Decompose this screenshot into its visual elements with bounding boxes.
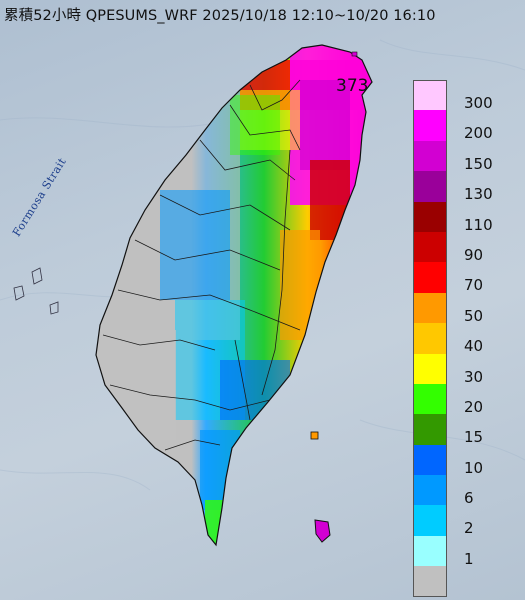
legend-row-110: 110 [413,201,503,234]
legend-swatch [413,323,447,354]
legend-row-2: 2 [413,505,503,538]
legend-label: 1 [464,549,474,568]
legend-swatch [413,292,447,324]
county-boundaries [102,79,301,451]
legend-row-1: 1 [413,535,503,568]
legend-row-200: 200 [413,110,503,143]
legend-label: 70 [464,276,484,295]
legend-row-150: 150 [413,140,503,173]
legend-swatch [413,475,447,506]
legend-row-40: 40 [413,323,503,356]
legend-swatch [413,80,447,111]
legend-label: 20 [464,397,484,416]
legend-swatch [413,110,447,141]
legend-label: 6 [464,489,474,508]
legend-label: 200 [464,124,493,143]
legend-row-6: 6 [413,475,503,508]
legend-label: 10 [464,458,484,477]
legend-swatch [413,171,447,202]
legend-label: 150 [464,154,493,173]
legend-label: 15 [464,428,484,447]
max-rainfall-label: 373 [336,76,369,96]
map-title: 累積52小時 QPESUMS_WRF 2025/10/18 12:10~10/2… [4,8,436,24]
color-legend: 300 200 150 130 110 90 70 50 40 30 20 15… [413,80,503,597]
legend-label: 300 [464,94,493,112]
legend-row-90: 90 [413,231,503,264]
legend-row-0 [413,566,503,597]
legend-swatch [413,201,447,232]
legend-label: 30 [464,367,484,386]
legend-row-50: 50 [413,292,503,325]
legend-label: 50 [464,306,484,325]
legend-row-20: 20 [413,383,503,416]
legend-swatch [413,383,447,415]
legend-row-15: 15 [413,414,503,447]
legend-label: 110 [464,215,493,234]
legend-swatch [413,262,447,293]
legend-label: 2 [464,519,474,538]
legend-label: 130 [464,185,493,204]
legend-swatch [413,566,447,597]
legend-row-10: 10 [413,444,503,477]
legend-swatch [413,140,447,172]
islands [13,51,358,543]
legend-row-70: 70 [413,262,503,295]
legend-swatch [413,535,447,567]
legend-row-130: 130 [413,171,503,204]
legend-swatch [413,353,447,384]
rainfall-layer [96,45,372,545]
legend-label: 40 [464,337,484,356]
legend-swatch [413,231,447,263]
legend-row-30: 30 [413,353,503,386]
legend-swatch [413,414,447,445]
legend-swatch [413,505,447,536]
legend-swatch [413,444,447,476]
sea-texture [0,39,525,491]
legend-label: 90 [464,245,484,264]
legend-row-300: 300 [413,80,503,112]
